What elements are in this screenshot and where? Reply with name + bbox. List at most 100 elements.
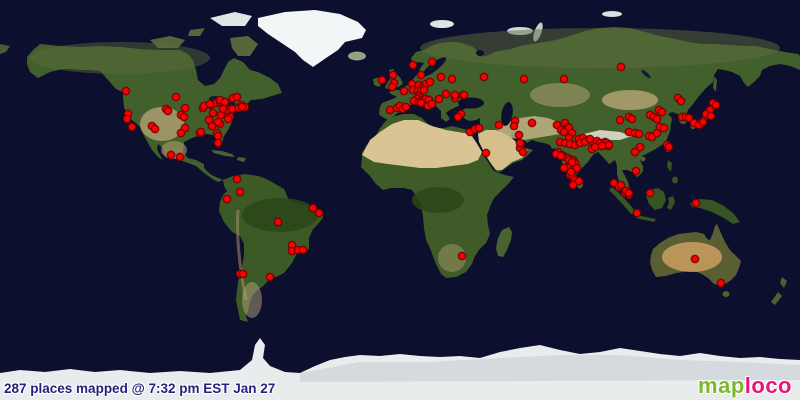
visitor-dot — [128, 123, 136, 131]
visitor-dot — [400, 87, 408, 95]
visitor-dot — [560, 128, 568, 136]
antarctica-shading — [300, 355, 800, 382]
visitor-dot — [426, 78, 434, 86]
siberia-tundra — [420, 28, 780, 68]
visitor-dot — [402, 103, 410, 111]
visitor-dot — [519, 148, 527, 156]
visitor-dot — [648, 133, 656, 141]
visitor-dot — [274, 218, 282, 226]
lake-baikal — [641, 69, 651, 79]
sahara-desert — [362, 120, 482, 168]
visitor-dot — [557, 152, 565, 160]
visitor-dot — [299, 246, 307, 254]
ellesmere-ice — [210, 12, 252, 26]
visitor-dot — [309, 204, 317, 212]
maploco-logo[interactable]: maploco — [698, 373, 792, 399]
visitor-dot — [631, 148, 639, 156]
new-zealand-south — [771, 292, 782, 305]
visitor-dot — [181, 104, 189, 112]
visitor-dot — [236, 188, 244, 196]
visitor-dot — [632, 167, 640, 175]
kazakh-steppe — [530, 83, 590, 107]
logo-part-map: map — [698, 373, 745, 398]
visitor-dot — [586, 135, 594, 143]
visitor-dot — [176, 153, 184, 161]
visitor-dot — [460, 91, 468, 99]
visitor-dot — [389, 71, 397, 79]
visitor-dot — [205, 116, 213, 124]
visitor-dot — [515, 131, 523, 139]
visitor-dot — [560, 75, 568, 83]
congo-forest — [412, 187, 464, 213]
visitor-dot — [633, 209, 641, 217]
visitor-dot — [123, 115, 131, 123]
greenland — [258, 10, 366, 67]
visitor-dot — [197, 128, 205, 136]
continent-eurasia — [379, 27, 800, 197]
visitor-dot — [378, 76, 386, 84]
visitor-dot — [315, 209, 323, 217]
visitor-dot — [239, 270, 247, 278]
visitor-dot — [454, 113, 462, 121]
visitor-dot — [238, 103, 246, 111]
chukotka-sliver — [0, 44, 10, 54]
visitor-dot — [653, 115, 661, 123]
status-text: 287 places mapped @ 7:32 pm EST Jan 27 — [4, 381, 276, 396]
visitor-dot — [717, 279, 725, 287]
philippines-mindanao — [672, 176, 678, 184]
visitor-dot — [209, 109, 217, 117]
visitor-dot — [224, 115, 232, 123]
visitor-dot — [692, 199, 700, 207]
visitor-dot — [388, 83, 396, 91]
sakhalin — [713, 76, 717, 92]
visitor-dot — [712, 101, 720, 109]
canada-tundra — [30, 42, 210, 74]
kalahari — [438, 244, 466, 272]
visitor-dot — [495, 121, 503, 129]
visitor-dot — [409, 61, 417, 69]
caspian-sea — [501, 102, 513, 126]
visitor-dot — [480, 73, 488, 81]
visitor-dot — [646, 189, 654, 197]
madagascar — [496, 227, 512, 257]
visitor-dot — [167, 151, 175, 159]
cuba — [211, 150, 235, 157]
sulawesi — [667, 196, 675, 210]
visitor-dot — [177, 129, 185, 137]
visitor-dot — [658, 108, 666, 116]
visitor-dot — [528, 119, 536, 127]
visitor-dot — [598, 142, 606, 150]
visitor-dot — [567, 168, 575, 176]
visitor-dot — [214, 118, 222, 126]
visitor-dot — [685, 114, 693, 122]
visitor-dot — [635, 130, 643, 138]
new-zealand-north — [780, 277, 787, 288]
visitor-dot — [448, 75, 456, 83]
visitor-dot — [691, 255, 699, 263]
visitor-dot — [122, 87, 130, 95]
visitor-dot — [516, 139, 524, 147]
visitor-dot — [520, 75, 528, 83]
visitor-dot — [617, 181, 625, 189]
visitor-dot — [617, 63, 625, 71]
arctic-islands — [150, 28, 258, 56]
logo-part-loco: loco — [744, 373, 792, 398]
visitor-dot — [458, 252, 466, 260]
baltic-sea — [421, 57, 447, 77]
visitor-dot — [665, 143, 673, 151]
visitor-dot — [451, 91, 459, 99]
visitor-dot — [223, 195, 231, 203]
visitor-dot — [437, 73, 445, 81]
white-sea — [476, 50, 484, 56]
visitor-dot — [605, 141, 613, 149]
visitor-dot — [699, 118, 707, 126]
new-guinea — [690, 199, 740, 224]
visitor-dot — [442, 90, 450, 98]
black-sea — [458, 97, 484, 109]
patagonia — [242, 282, 262, 318]
visitor-dot — [233, 175, 241, 183]
gobi-desert — [602, 90, 658, 110]
visitor-dot — [510, 122, 518, 130]
